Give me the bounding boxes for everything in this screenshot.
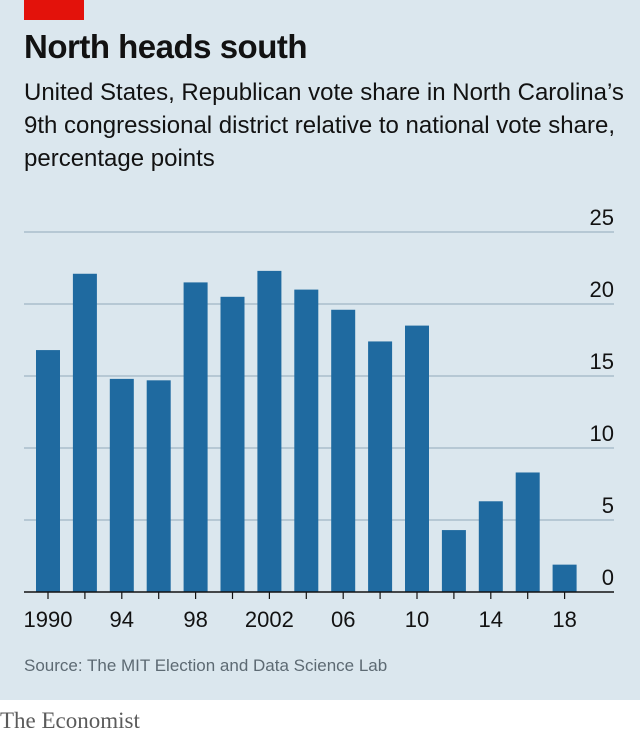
bar-1990 bbox=[36, 350, 60, 592]
y-tick-label: 25 bbox=[590, 205, 614, 230]
economist-logo-text: The Economist bbox=[0, 708, 140, 733]
chart-title: North heads south bbox=[24, 28, 308, 65]
chart-panel: North heads south United States, Republi… bbox=[0, 0, 640, 700]
bars bbox=[36, 270, 577, 592]
bar-2010 bbox=[405, 325, 429, 592]
x-tick-label: 1990 bbox=[24, 607, 73, 632]
bar-1992 bbox=[72, 273, 97, 592]
bar-2002 bbox=[257, 270, 282, 592]
bar-2004 bbox=[294, 289, 319, 592]
x-tick-label: 2002 bbox=[245, 607, 294, 632]
bar-1998 bbox=[183, 282, 208, 592]
x-tick-label: 06 bbox=[331, 607, 355, 632]
y-tick-label: 15 bbox=[590, 349, 614, 374]
x-tick-label: 14 bbox=[479, 607, 503, 632]
bar-1996 bbox=[146, 380, 171, 592]
y-tick-label: 10 bbox=[590, 421, 614, 446]
x-tick-label: 10 bbox=[405, 607, 429, 632]
y-tick-label: 20 bbox=[590, 277, 614, 302]
bar-2018 bbox=[552, 564, 577, 592]
bar-2016 bbox=[515, 472, 540, 592]
x-tick-label: 98 bbox=[183, 607, 207, 632]
y-tick-labels: 0 5 10 15 20 25 bbox=[590, 205, 614, 590]
x-axis bbox=[24, 591, 614, 599]
chart-subtitle: United States, Republican vote share in … bbox=[24, 79, 624, 172]
bar-2006 bbox=[331, 309, 356, 592]
brand-red-tag bbox=[24, 0, 84, 20]
x-tick-label: 18 bbox=[552, 607, 576, 632]
y-tick-label: 5 bbox=[602, 493, 614, 518]
bar-2000 bbox=[220, 296, 245, 592]
source-note: Source: The MIT Election and Data Scienc… bbox=[24, 656, 388, 675]
y-tick-label: 0 bbox=[602, 565, 614, 590]
bar-1994 bbox=[109, 378, 134, 592]
bar-2008 bbox=[368, 341, 393, 592]
bar-2014 bbox=[478, 501, 503, 592]
bar-chart: 0 5 10 15 20 25 1990 94 98 2002 06 10 14 18 bbox=[24, 205, 614, 632]
x-tick-label: 94 bbox=[110, 607, 134, 632]
x-tick-labels: 1990 94 98 2002 06 10 14 18 bbox=[24, 607, 577, 632]
bar-2012 bbox=[441, 530, 466, 592]
